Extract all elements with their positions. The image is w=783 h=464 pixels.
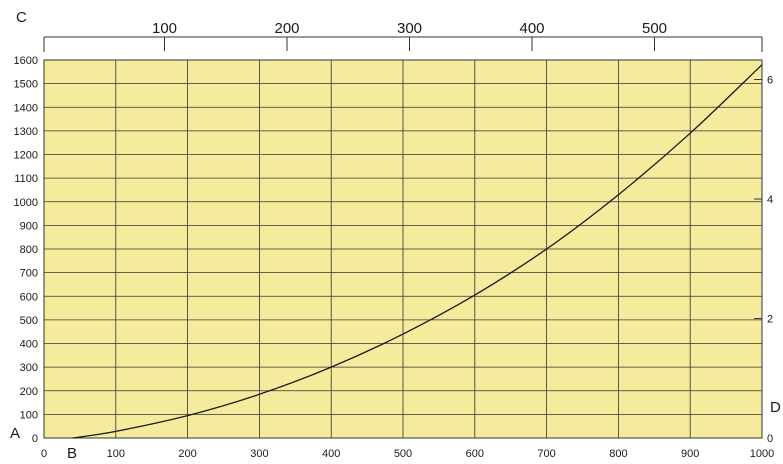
label-a: A: [10, 425, 20, 442]
top-tick-label: 500: [642, 20, 667, 37]
y-tick-label: 800: [20, 244, 38, 256]
x-tick-label: 600: [466, 448, 484, 460]
x-tick-label: 1000: [750, 448, 774, 460]
y-tick-label: 600: [20, 291, 38, 303]
y-tick-label: 900: [20, 220, 38, 232]
x-tick-label: 100: [107, 448, 125, 460]
y-tick-label: 0: [32, 433, 38, 445]
y-tick-label: 1300: [14, 126, 38, 138]
x-tick-label: 0: [41, 448, 47, 460]
y-tick-label: 1500: [14, 79, 38, 91]
y-tick-label: 1100: [14, 173, 38, 185]
label-b: B: [67, 445, 77, 462]
label-c: C: [16, 9, 27, 26]
y-tick-label: 1200: [14, 150, 38, 162]
top-tick-label: 100: [152, 20, 177, 37]
x-tick-label: 200: [178, 448, 196, 460]
y-tick-label: 700: [20, 268, 38, 280]
y-tick-label: 1000: [14, 197, 38, 209]
y-tick-label: 500: [20, 315, 38, 327]
plot-frame: [43, 59, 763, 439]
x-tick-label: 700: [537, 448, 555, 460]
x-tick-label: 900: [681, 448, 699, 460]
x-tick-label: 800: [609, 448, 627, 460]
x-tick-label: 300: [250, 448, 268, 460]
top-tick-label: 200: [274, 20, 299, 37]
y-tick-label: 1400: [14, 102, 38, 114]
x-tick-label: 500: [394, 448, 412, 460]
y-tick-label: 400: [20, 339, 38, 351]
right-tick-label: 4: [767, 194, 773, 206]
top-tick-label: 300: [397, 20, 422, 37]
y-tick-label: 300: [20, 362, 38, 374]
y-tick-label: 100: [20, 409, 38, 421]
y-tick-label: 1600: [14, 55, 38, 67]
right-tick-label: 2: [767, 314, 773, 326]
label-d: D: [770, 399, 781, 416]
right-tick-label: 0: [767, 433, 773, 445]
series-line: [72, 64, 763, 439]
right-tick-label: 6: [767, 75, 773, 87]
top-tick-label: 400: [519, 20, 544, 37]
x-tick-label: 400: [322, 448, 340, 460]
tick-labels: 0 100 200 300 400 500 600 700 800 900 100001002003…: [14, 20, 775, 460]
axes: [43, 36, 763, 439]
y-tick-label: 200: [20, 386, 38, 398]
